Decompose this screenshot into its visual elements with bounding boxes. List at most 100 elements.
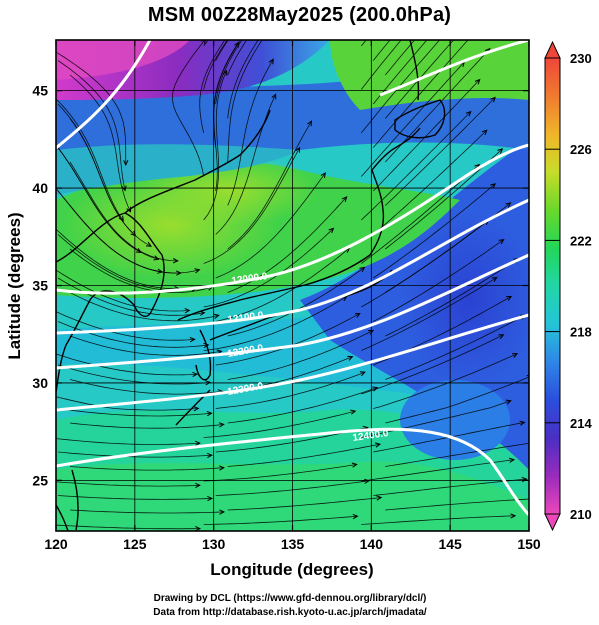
streamline — [57, 60, 126, 191]
streamline-arrow — [219, 465, 225, 471]
colorbar-tick-label: 210 — [570, 507, 592, 522]
streamline — [56, 269, 190, 312]
streamline-arrow — [193, 406, 200, 412]
streamline-arrow — [372, 386, 379, 392]
streamline-arrow — [364, 478, 371, 484]
streamline-arrow — [519, 420, 526, 426]
streamline-arrow — [456, 16, 461, 21]
streamline-arrow — [172, 258, 179, 264]
streamline-arrow — [268, 58, 274, 65]
streamline — [69, 292, 219, 322]
streamline — [56, 353, 198, 376]
streamline — [69, 248, 213, 293]
streamline-arrow — [271, 93, 277, 100]
streamline — [69, 466, 224, 471]
map-title: MSM 00Z28May2025 (200.0hPa) — [147, 4, 452, 26]
streamline — [372, 40, 469, 148]
streamline — [227, 120, 312, 250]
colorbar-max-arrow — [544, 40, 561, 59]
y-tick-label: 25 — [32, 472, 48, 488]
streamline-arrow — [354, 312, 361, 318]
streamline — [361, 111, 471, 221]
streamline-arrow — [505, 399, 512, 405]
streamline-arrow — [359, 266, 366, 273]
colorbar-tick-label: 230 — [570, 51, 592, 66]
streamline — [203, 228, 334, 308]
streamline-arrow — [498, 238, 505, 245]
streamline-arrow — [491, 276, 498, 282]
streamline — [361, 164, 480, 264]
temperature-field: 12000.0 12100.0 12200.0 12300.0 12400.0 — [56, 8, 539, 531]
streamline-arrow — [510, 513, 517, 519]
streamline — [69, 422, 224, 429]
streamline — [69, 118, 152, 247]
x-tick-label: 130 — [202, 536, 226, 552]
x-tick-label: 135 — [281, 536, 305, 552]
contour-label: 12100.0 — [227, 310, 265, 326]
streamline-arrow — [260, 8, 265, 13]
streamline-arrow — [497, 148, 504, 154]
streamline — [203, 410, 356, 438]
streamline — [215, 94, 276, 235]
colorbar-tick-label: 222 — [570, 233, 592, 248]
y-tick-label: 30 — [32, 375, 48, 391]
streamline-arrow — [234, 41, 240, 48]
colorbar-tick-label: 218 — [570, 325, 592, 340]
streamline-arrow — [512, 353, 519, 358]
streamline — [384, 40, 416, 76]
streamline — [171, 40, 206, 177]
streamline — [215, 40, 243, 105]
streamline-arrow — [508, 457, 516, 463]
streamline-arrow — [295, 146, 301, 153]
streamline-arrow — [367, 329, 375, 335]
streamline — [56, 396, 199, 411]
streamline — [56, 98, 124, 221]
x-tick-label: 145 — [438, 536, 462, 552]
streamline — [227, 497, 382, 511]
streamline — [385, 498, 529, 511]
streamline — [203, 70, 227, 221]
streamline-arrow — [351, 462, 358, 468]
streamline — [372, 40, 428, 105]
wind-streamlines — [56, 8, 539, 531]
streamline — [227, 330, 374, 380]
streamline-arrow — [328, 227, 335, 234]
streamline-arrow — [474, 78, 481, 85]
streamline — [360, 40, 367, 47]
streamline-arrow — [534, 497, 539, 501]
colorbar-min-arrow — [544, 513, 561, 532]
streamline-arrow — [219, 509, 226, 515]
x-tick-label: 120 — [44, 536, 68, 552]
streamline-arrow — [498, 334, 505, 340]
streamline — [203, 40, 209, 47]
streamline — [373, 130, 487, 235]
streamline — [373, 353, 518, 409]
y-tick-label: 35 — [32, 278, 48, 294]
streamline — [57, 364, 211, 385]
streamline-arrow — [213, 313, 220, 319]
streamline-arrow — [352, 513, 359, 520]
colorbar: 210 214 218 222 226 230 — [544, 40, 592, 532]
streamline — [361, 334, 504, 395]
streamline — [199, 40, 226, 134]
streamline-arrow — [506, 295, 513, 301]
streamline — [56, 51, 127, 165]
streamline — [215, 247, 350, 322]
streamline — [57, 277, 205, 316]
credit-drawing: Drawing by DCL (https://www.gfd-dennou.o… — [153, 593, 427, 604]
streamline-arrow — [203, 342, 210, 349]
streamline — [361, 459, 514, 482]
streamline — [56, 228, 179, 290]
streamline — [385, 314, 526, 380]
credit-data: Data from http://database.rish.kyoto-u.a… — [153, 607, 427, 618]
streamline — [227, 387, 378, 424]
streamline-arrow — [123, 159, 129, 166]
streamline-arrow — [195, 482, 201, 489]
streamline-arrow — [341, 196, 348, 202]
x-tick-label: 150 — [517, 536, 541, 552]
colorbar-tick-label: 226 — [570, 142, 592, 157]
streamline — [360, 40, 441, 134]
streamline — [203, 40, 228, 90]
streamline-arrow — [374, 442, 382, 448]
